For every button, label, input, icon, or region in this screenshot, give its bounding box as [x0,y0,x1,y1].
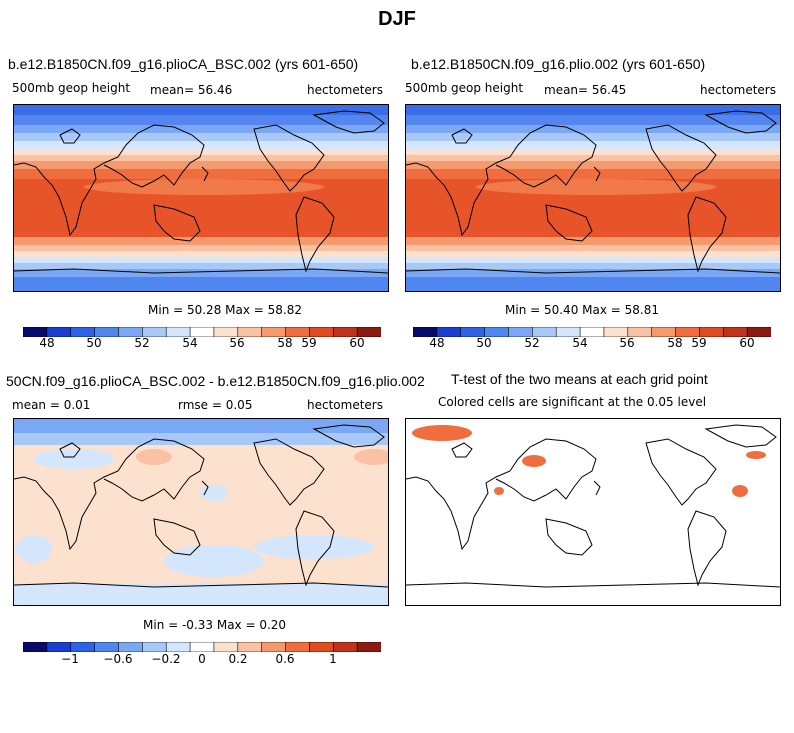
colorbar-swatch [332,641,358,653]
panel4-title: T-test of the two means at each grid poi… [451,371,708,387]
panel1-map [13,104,389,292]
significant-cell [494,487,504,495]
colorbar-tick: 50 [86,336,102,350]
panel2-title: b.e12.B1850CN.f09_g16.plio.002 (yrs 601-… [411,56,706,72]
panel3-map [13,418,389,606]
colorbar-swatch [94,641,120,653]
colorbar-absolute-left-swatches [22,326,382,338]
panel3-heatmap [14,419,388,605]
page-title: DJF [378,8,416,30]
colorbar-swatch [142,641,167,653]
colorbar-tick: 48 [39,336,55,350]
colorbar-swatch [237,641,263,653]
panel4-map [405,418,781,606]
colorbar-tick: 1 [329,652,337,666]
panel2-minmax: Min = 50.40 Max = 58.81 [505,303,659,317]
colorbar-tick: −0.2 [151,652,181,666]
colorbar-difference-ticks: −1 −0.6 −0.2 0 0.2 0.6 1 [23,652,381,668]
panel1-mean-label: mean= 56.46 [150,83,233,97]
colorbar-swatch [356,641,382,653]
significant-cell [522,455,546,467]
panel2-variable-label: 500mb geop height [405,81,524,95]
significant-cell [412,425,472,441]
panel4-significance-map [406,419,780,605]
panel3-mean-label: mean = 0.01 [12,398,91,412]
colorbar-tick: −1 [61,652,79,666]
colorbar-absolute-right [412,324,772,338]
colorbar-tick: 59 [691,336,707,350]
panel2-map [405,104,781,292]
colorbar-tick: 60 [739,336,755,350]
colorbar-absolute-left [22,324,382,338]
colorbar-absolute-right-ticks: 48 50 52 54 56 58 59 60 [413,336,771,352]
panel2-mean-label: mean= 56.45 [544,83,627,97]
colorbar-tick: 56 [229,336,245,350]
colorbar-swatch [165,641,191,653]
colorbar-difference-swatches [22,641,382,653]
colorbar-tick: 52 [524,336,540,350]
significant-cell [746,451,766,459]
colorbar-tick: −0.6 [103,652,133,666]
colorbar-tick: 48 [429,336,445,350]
colorbar-tick: 54 [572,336,588,350]
colorbar-swatch [118,641,143,653]
colorbar-tick: 59 [301,336,317,350]
colorbar-tick: 0 [198,652,206,666]
colorbar-tick: 0.2 [228,652,248,666]
colorbar-tick: 58 [277,336,293,350]
colorbar-swatch [189,641,215,653]
significant-cell [732,485,748,497]
panel2-units-label: hectometers [700,83,776,97]
colorbar-tick: 0.6 [275,652,295,666]
colorbar-swatch [70,641,96,653]
panel1-minmax: Min = 50.28 Max = 58.82 [148,303,302,317]
panel2-heatmap [406,105,780,291]
panel1-variable-label: 500mb geop height [12,81,131,95]
colorbar-swatch [261,641,287,653]
colorbar-tick: 60 [349,336,365,350]
colorbar-tick: 50 [476,336,492,350]
panel3-rmse-label: rmse = 0.05 [178,398,253,412]
colorbar-absolute-right-swatches [412,326,772,338]
colorbar-swatch [213,641,239,653]
colorbar-tick: 58 [667,336,683,350]
colorbar-tick: 56 [619,336,635,350]
panel4-subtitle: Colored cells are significant at the 0.0… [438,395,707,409]
colorbar-swatch [309,641,334,653]
panel3-title: 50CN.f09_g16.plioCA_BSC.002 - b.e12.B185… [6,373,425,389]
panel1-heatmap [14,105,388,291]
colorbar-absolute-left-ticks: 48 50 52 54 56 58 59 60 [23,336,381,352]
colorbar-swatch [285,641,310,653]
colorbar-swatch [22,641,48,653]
panel3-minmax: Min = -0.33 Max = 0.20 [143,618,287,632]
panel1-title: b.e12.B1850CN.f09_g16.plioCA_BSC.002 (yr… [8,56,359,72]
panel3-units-label: hectometers [307,398,383,412]
colorbar-tick: 52 [134,336,150,350]
colorbar-tick: 54 [182,336,198,350]
panel1-units-label: hectometers [307,83,383,97]
colorbar-swatch [46,641,72,653]
colorbar-difference [22,639,382,653]
